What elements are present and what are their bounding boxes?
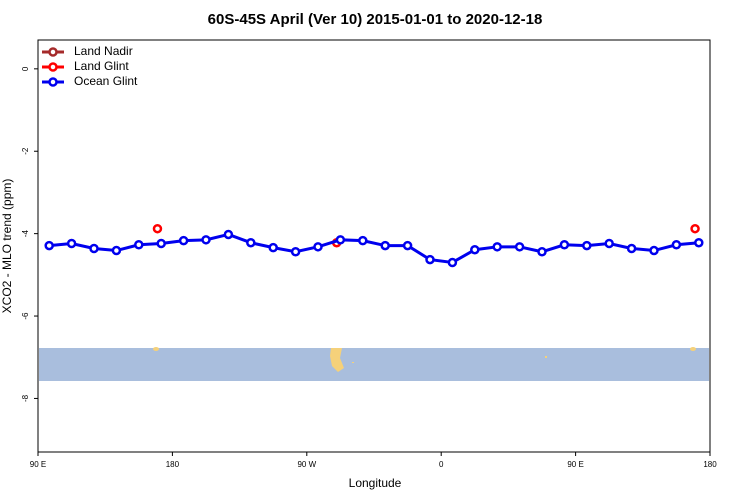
y-tick-label: -6 — [21, 312, 30, 320]
data-point — [694, 237, 704, 248]
data-point — [89, 243, 99, 254]
data-point — [66, 238, 77, 249]
x-tick-label: 180 — [166, 460, 180, 469]
data-point — [690, 223, 700, 234]
data-point — [111, 245, 122, 256]
data-point — [223, 229, 234, 240]
y-tick-label: -8 — [21, 394, 30, 402]
data-point — [246, 237, 256, 248]
legend-marker — [48, 62, 58, 72]
x-tick-label: 180 — [703, 460, 717, 469]
x-tick-label: 90 E — [567, 460, 583, 469]
data-point — [559, 240, 570, 250]
data-point — [604, 238, 614, 249]
data-point — [380, 240, 390, 251]
data-point — [582, 240, 592, 251]
data-point — [290, 247, 301, 257]
chart-title: 60S-45S April (Ver 10) 2015-01-01 to 202… — [208, 11, 543, 28]
data-point — [626, 243, 637, 254]
data-point — [134, 240, 144, 250]
legend-label: Land Glint — [74, 59, 129, 73]
map-strip — [39, 347, 709, 381]
series-line — [49, 232, 699, 265]
legend-label: Land Nadir — [74, 44, 133, 58]
x-tick-label: 90 W — [297, 460, 316, 469]
y-tick-label: 0 — [21, 66, 30, 71]
data-point — [156, 238, 166, 249]
data-point — [335, 235, 346, 245]
data-point — [178, 235, 189, 246]
data-point — [447, 257, 458, 268]
data-point — [514, 242, 525, 252]
y-axis-label: XCO2 - MLO trend (ppm) — [0, 179, 14, 314]
x-tick-label: 0 — [439, 460, 444, 469]
data-point — [671, 240, 682, 250]
data-point — [44, 240, 54, 251]
data-point — [402, 240, 413, 251]
data-point — [470, 244, 480, 255]
data-point — [152, 223, 163, 234]
y-tick-label: -2 — [21, 147, 30, 155]
legend-label: Ocean Glint — [74, 74, 138, 88]
data-point — [425, 254, 435, 265]
x-axis-label: Longitude — [349, 476, 402, 490]
data-point — [537, 247, 547, 257]
data-point — [313, 242, 323, 252]
data-point — [649, 245, 659, 256]
data-point — [268, 242, 278, 253]
data-point — [358, 235, 368, 246]
y-tick-label: -4 — [21, 230, 30, 238]
legend-marker — [48, 77, 58, 87]
data-point — [492, 242, 502, 252]
plot-frame — [37, 39, 711, 453]
legend-marker — [48, 47, 58, 57]
data-point — [201, 235, 211, 245]
x-tick-label: 90 E — [30, 460, 46, 469]
